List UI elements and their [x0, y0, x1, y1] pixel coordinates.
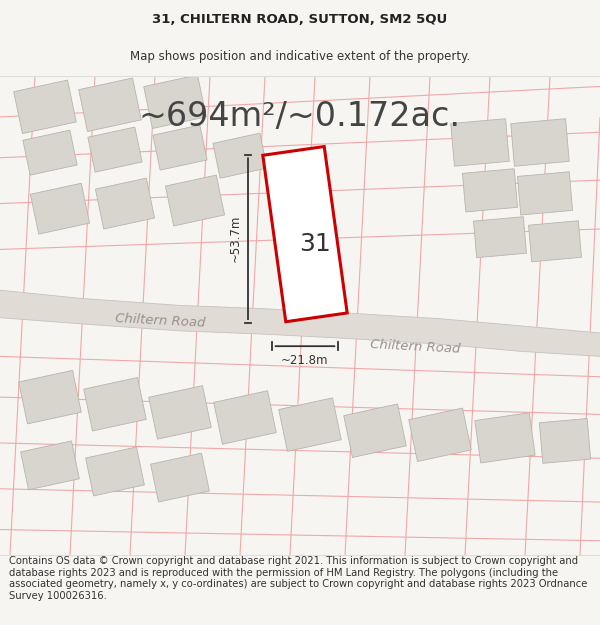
Polygon shape — [539, 419, 590, 463]
Polygon shape — [79, 78, 141, 131]
Polygon shape — [149, 386, 211, 439]
Polygon shape — [473, 217, 526, 258]
Polygon shape — [263, 146, 347, 322]
Polygon shape — [23, 130, 77, 175]
Polygon shape — [344, 404, 406, 458]
Polygon shape — [95, 178, 155, 229]
Polygon shape — [166, 175, 224, 226]
Text: Chiltern Road: Chiltern Road — [115, 312, 206, 329]
Polygon shape — [213, 133, 267, 178]
Polygon shape — [153, 125, 207, 170]
Text: ~21.8m: ~21.8m — [281, 354, 329, 367]
Polygon shape — [20, 441, 79, 490]
Polygon shape — [14, 80, 76, 134]
Text: Map shows position and indicative extent of the property.: Map shows position and indicative extent… — [130, 50, 470, 63]
Polygon shape — [214, 391, 276, 444]
Polygon shape — [517, 172, 572, 215]
Text: Contains OS data © Crown copyright and database right 2021. This information is : Contains OS data © Crown copyright and d… — [9, 556, 587, 601]
Text: ~53.7m: ~53.7m — [229, 215, 242, 262]
Polygon shape — [144, 75, 206, 129]
Polygon shape — [451, 119, 509, 166]
Polygon shape — [84, 378, 146, 431]
Text: 31: 31 — [299, 232, 331, 256]
Text: Chiltern Road: Chiltern Road — [370, 338, 461, 356]
Text: 31, CHILTERN ROAD, SUTTON, SM2 5QU: 31, CHILTERN ROAD, SUTTON, SM2 5QU — [152, 13, 448, 26]
Polygon shape — [86, 447, 145, 496]
Polygon shape — [529, 221, 581, 262]
Text: ~694m²/~0.172ac.: ~694m²/~0.172ac. — [139, 101, 461, 134]
Polygon shape — [88, 127, 142, 172]
Polygon shape — [0, 290, 600, 356]
Polygon shape — [31, 183, 89, 234]
Polygon shape — [19, 371, 81, 424]
Polygon shape — [475, 412, 535, 463]
Polygon shape — [511, 119, 569, 166]
Polygon shape — [463, 169, 518, 212]
Polygon shape — [279, 398, 341, 451]
Polygon shape — [151, 453, 209, 502]
Polygon shape — [409, 408, 471, 461]
